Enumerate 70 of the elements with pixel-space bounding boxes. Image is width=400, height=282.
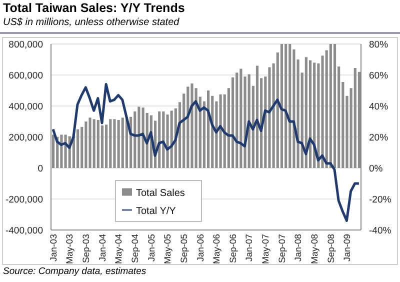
x-tick-label: Sep-07 <box>276 234 287 264</box>
x-tick-label: Sep-05 <box>178 234 189 264</box>
x-tick-label: Jan-04 <box>97 234 108 262</box>
x-tick-label: May-04 <box>114 234 124 264</box>
bar <box>186 86 190 168</box>
bar <box>88 118 92 168</box>
bar <box>117 120 120 168</box>
y-tick-label: 0 <box>38 163 43 174</box>
bar <box>113 119 116 168</box>
bar <box>76 129 80 168</box>
x-tick-label: Sep-08 <box>326 234 336 264</box>
legend-label: Total Sales <box>136 188 185 199</box>
bar <box>268 67 271 168</box>
x-tick-label: Jan-03 <box>48 234 58 262</box>
bar <box>92 119 96 168</box>
bar <box>308 60 312 168</box>
bar <box>333 44 336 168</box>
bar <box>329 44 332 168</box>
y2-tick-label: 60% <box>369 70 389 82</box>
x-tick-label: Jan-05 <box>146 234 156 262</box>
y2-tick-label: 0% <box>369 163 384 174</box>
bar <box>134 111 136 168</box>
bar <box>170 110 173 168</box>
bar <box>166 114 169 168</box>
bar <box>121 118 124 168</box>
x-tick-label: May-07 <box>260 234 271 264</box>
y-tick-label: -200,000 <box>5 194 43 206</box>
bar <box>190 84 194 168</box>
x-tick-label: Jan-08 <box>293 234 304 262</box>
bar <box>240 68 242 168</box>
bar <box>96 120 100 168</box>
x-tick-label: May-05 <box>162 234 173 264</box>
line-series <box>52 83 360 222</box>
chart-subtitle: US$ in millions, unless otherwise stated <box>3 17 180 28</box>
bar <box>84 122 88 168</box>
bar <box>138 106 140 168</box>
y-tick-label: 400,000 <box>8 101 43 112</box>
y-tick-label: 600,000 <box>8 70 43 82</box>
bar <box>64 134 67 168</box>
x-tick-label: Sep-06 <box>228 234 238 264</box>
y-tick-label: 200,000 <box>8 132 43 144</box>
legend-label: Total Y/Y <box>136 206 176 217</box>
chart-title: Total Taiwan Sales: Y/Y Trends <box>3 1 185 15</box>
bar <box>236 72 238 168</box>
x-tick-label: Jan-07 <box>244 234 254 262</box>
bar <box>142 108 144 168</box>
y2-tick-label: -20% <box>369 194 392 206</box>
y2-tick-label: 20% <box>369 132 389 144</box>
y2-tick-label: 40% <box>369 101 389 112</box>
bar <box>219 94 222 168</box>
bar <box>256 66 259 168</box>
bar <box>354 68 356 168</box>
y2-tick-label: 80% <box>369 39 389 50</box>
x-tick-label: May-06 <box>212 234 222 264</box>
bar <box>304 57 308 168</box>
source-note: Source: Company data, estimates <box>3 266 146 277</box>
bar <box>284 44 288 168</box>
x-tick-label: Sep-04 <box>130 234 140 264</box>
bar <box>288 44 292 168</box>
x-tick-label: Jan-06 <box>195 234 206 262</box>
x-tick-label: Jan-09 <box>342 234 352 262</box>
x-tick-label: May-03 <box>64 234 75 264</box>
y-tick-label: -400,000 <box>5 225 43 236</box>
x-tick-label: Sep-03 <box>81 234 92 264</box>
bar <box>109 119 112 168</box>
bar <box>60 134 63 168</box>
x-tick-label: May-08 <box>309 234 320 264</box>
bar <box>280 44 284 168</box>
y2-tick-label: -40% <box>369 225 392 236</box>
y-tick-label: 800,000 <box>8 39 43 50</box>
